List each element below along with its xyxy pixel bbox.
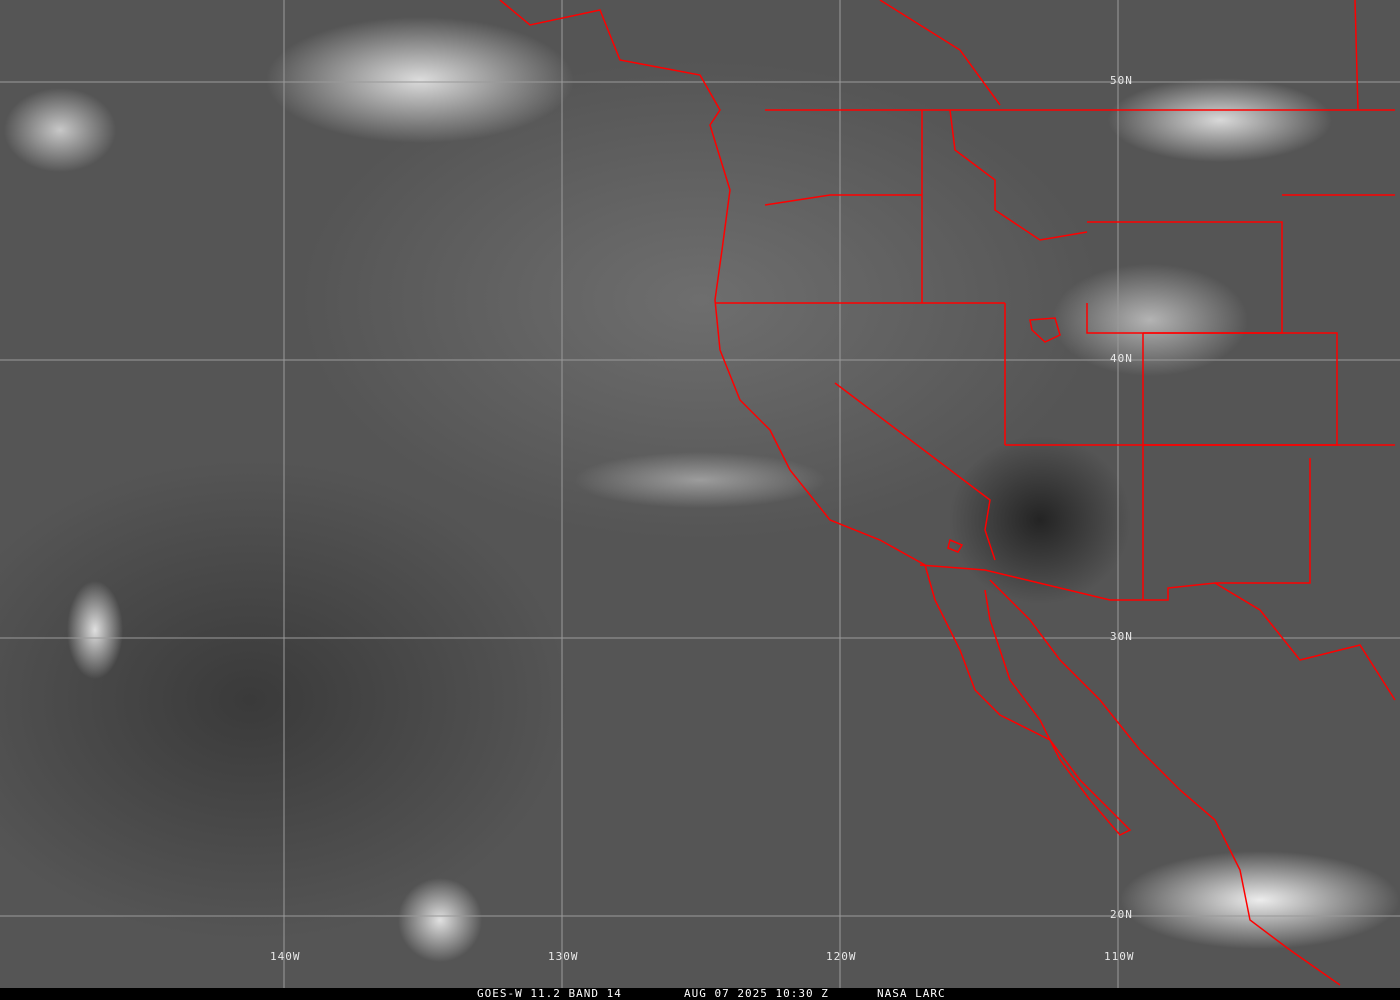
lon-label-130w: 130W — [548, 950, 579, 963]
lon-label-110w: 110W — [1104, 950, 1135, 963]
idaho-montana-border — [949, 109, 1088, 241]
political-borders — [499, 0, 1396, 986]
lon-label-120w: 120W — [826, 950, 857, 963]
salton-sea — [947, 538, 964, 553]
mexico-us-border — [919, 564, 1396, 701]
utah-wyoming — [1086, 221, 1283, 334]
canada-border-north — [879, 0, 1001, 106]
montana-north — [1354, 0, 1359, 111]
great-salt-lake — [1029, 317, 1061, 343]
west-coastline — [499, 0, 1132, 836]
lat-label-30n: 30N — [1110, 630, 1133, 643]
lat-label-20n: 20N — [1110, 908, 1133, 921]
nm-east — [1215, 458, 1311, 584]
caption-bar: GOES-W 11.2 BAND 14 AUG 07 2025 10:30 Z … — [0, 988, 1400, 1000]
colorado — [1143, 332, 1338, 446]
lat-label-40n: 40N — [1110, 352, 1133, 365]
product-label: GOES-W 11.2 BAND 14 — [477, 987, 622, 1000]
lon-label-140w: 140W — [270, 950, 301, 963]
ca-nv-diagonal — [834, 382, 996, 561]
mexico-mainland-coast — [989, 579, 1341, 986]
source-label: NASA LARC — [877, 987, 946, 1000]
datetime-label: AUG 07 2025 10:30 Z — [684, 987, 829, 1000]
lat-label-50n: 50N — [1110, 74, 1133, 87]
wa-or-border — [764, 194, 922, 206]
